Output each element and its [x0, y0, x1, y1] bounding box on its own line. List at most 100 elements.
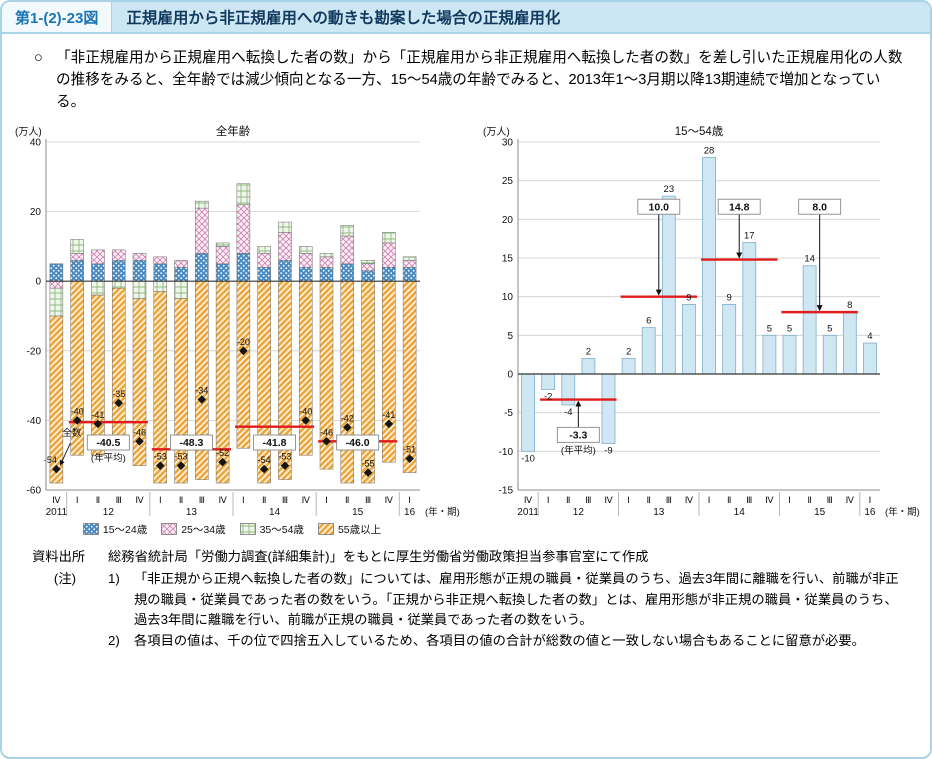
total-value-label: -40: [299, 406, 312, 416]
bar: [621, 357, 636, 374]
bar-value-label: 5: [827, 323, 832, 334]
bar-segment: [278, 259, 292, 281]
y-tick-label: -20: [27, 346, 42, 357]
total-diamond-marker: [155, 460, 165, 470]
x-quarter-label: Ⅱ: [647, 495, 651, 505]
average-value: -3.3: [569, 429, 587, 441]
x-quarter-label: Ⅰ: [708, 495, 711, 505]
bar-segment: [91, 294, 105, 455]
x-quarter-label: Ⅲ: [199, 495, 205, 505]
y-tick-label: 5: [507, 330, 513, 341]
chart-title: 全年齢: [216, 124, 251, 138]
note-item: 2) 各項目の値は、千の位で四捨五入しているため、各項目の値の合計が総数の値と一…: [108, 631, 906, 652]
bar-segment: [382, 280, 396, 462]
y-tick-label: -60: [27, 485, 42, 496]
chart-element: [239, 523, 256, 535]
bar-segment: [319, 252, 334, 257]
bar-segment: [257, 266, 271, 281]
bar-segment: [153, 256, 168, 264]
charts-row: -40.5 (年平均) -48.3 -41.8 -46.0 -54 -40 -41 -35 -46…: [2, 118, 930, 537]
total-diamond-marker: [384, 419, 394, 428]
y-tick-label: -10: [499, 446, 514, 457]
total-diamond-marker: [363, 467, 373, 477]
x-quarter-label: Ⅳ: [218, 495, 227, 505]
x-unit-label: (年・期): [425, 506, 460, 518]
bar-segment: [257, 252, 271, 268]
total-diamond-marker: [176, 460, 186, 470]
bar: [541, 373, 556, 390]
chart-15-54-block: -3.3 (年平均) 10.0 14.8 8.0 -10 -2 -4 2 -9 2 6 23 9 28 9 17…: [478, 122, 928, 537]
total-value-label: -51: [403, 444, 416, 454]
y-tick-label: -5: [504, 408, 513, 419]
x-quarter-label: Ⅳ: [685, 495, 694, 505]
x-quarter-label: Ⅲ: [746, 495, 752, 505]
legend-item: 55歳以上: [318, 522, 381, 537]
y-tick-label: -15: [499, 485, 514, 496]
y-tick-label: 10: [502, 292, 514, 303]
bar-value-label: 4: [867, 331, 872, 342]
bar-value-label: 9: [686, 292, 691, 303]
x-quarter-label: Ⅲ: [282, 495, 288, 505]
bar-segment: [49, 263, 64, 281]
bar-segment: [49, 287, 64, 316]
bar-value-label: 28: [704, 145, 715, 156]
bar-segment: [153, 263, 168, 281]
x-quarter-label: Ⅲ: [827, 495, 833, 505]
bar-segment: [298, 245, 313, 254]
bar-segment: [361, 259, 375, 264]
bar-segment: [340, 224, 355, 236]
note-items: 1) 「非正規から正規へ転換した者の数」については、雇用形態が正規の職員・従業員…: [108, 569, 906, 651]
x-quarter-label: Ⅱ: [262, 495, 266, 505]
y-tick-label: 0: [35, 276, 41, 287]
x-quarter-label: Ⅱ: [566, 495, 570, 505]
legend-label: 25〜34歳: [181, 523, 226, 536]
average-value: -46.0: [346, 437, 370, 449]
x-unit-label: (年・期): [885, 506, 920, 518]
total-value-label: -55: [362, 458, 375, 468]
bar-segment: [195, 200, 209, 208]
chart-all-ages-block: -40.5 (年平均) -48.3 -41.8 -46.0 -54 -40 -41 -35 -46…: [10, 122, 478, 537]
chart-15-54: -3.3 (年平均) 10.0 14.8 8.0 -10 -2 -4 2 -9 2 6 23 9 28 9 17…: [483, 125, 920, 518]
bar-segment: [236, 203, 251, 254]
average-value: -41.8: [263, 437, 287, 449]
x-quarter-label: Ⅰ: [159, 495, 162, 505]
bar: [601, 373, 616, 444]
y-tick-label: 20: [502, 214, 514, 225]
total-diamond-marker: [259, 464, 269, 473]
summary-paragraph: ○ 「非正規雇用から正規雇用へ転換した者の数」から「正規雇用から非正規雇用へ転換…: [2, 34, 930, 118]
bar-segment: [361, 270, 375, 281]
x-quarter-label: Ⅳ: [524, 495, 533, 505]
x-year-label: 16: [404, 507, 416, 518]
x-year-label: 2011: [46, 507, 68, 518]
bar-segment: [402, 259, 417, 268]
note-number: 1): [108, 571, 120, 587]
bar-value-label: 5: [767, 323, 772, 334]
bar: [682, 303, 696, 374]
totals-callout-arrow: [59, 442, 71, 466]
total-diamond-marker: [197, 394, 207, 404]
total-value-label: -54: [44, 455, 57, 465]
bar-segment: [111, 259, 126, 281]
x-quarter-label: Ⅰ: [242, 495, 245, 505]
total-value-label: -40: [71, 406, 84, 416]
bar-segment: [132, 297, 147, 466]
bar: [802, 264, 817, 374]
bar-segment: [91, 249, 105, 264]
source-row: 資料出所 総務省統計局「労働力調査(詳細集計)」をもとに厚生労働省労働政策担当参…: [32, 547, 906, 568]
total-diamond-marker: [72, 415, 82, 425]
bar-value-label: 5: [787, 323, 792, 334]
average-caption: (年平均): [561, 444, 596, 456]
total-value-label: -46: [133, 427, 146, 437]
bar-value-label: 8: [847, 300, 852, 311]
bar-segment: [153, 280, 168, 292]
figure-header: 第1-(2)-23図 正規雇用から非正規雇用への動きも勘案した場合の正規雇用化: [2, 2, 930, 34]
bar: [722, 303, 737, 374]
x-quarter-label: Ⅰ: [408, 495, 411, 505]
bar-segment: [174, 259, 188, 268]
average-value-box: [717, 198, 761, 215]
x-quarter-label: Ⅰ: [788, 495, 791, 505]
bar-value-label: -2: [544, 391, 552, 402]
bar-segment: [236, 280, 251, 449]
y-unit-label: (万人): [483, 126, 510, 138]
figure-title: 正規雇用から非正規雇用への動きも勘案した場合の正規雇用化: [112, 2, 930, 32]
